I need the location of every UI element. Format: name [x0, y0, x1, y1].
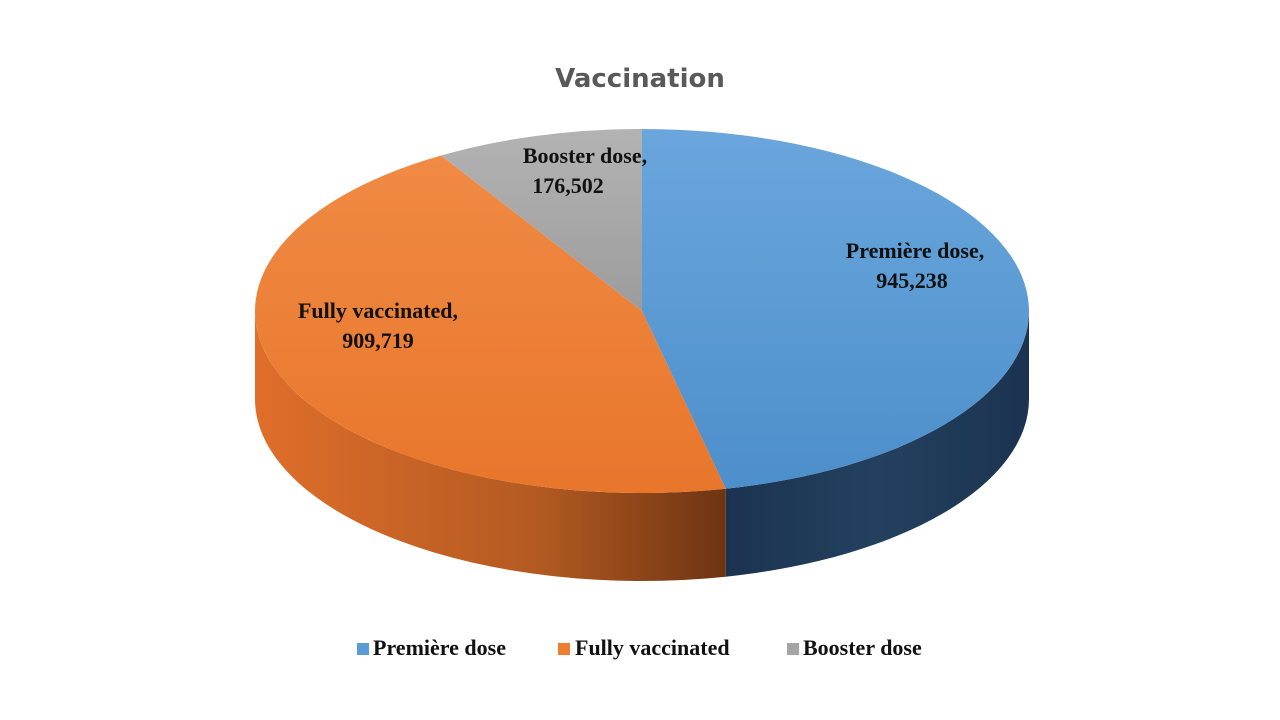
- svg-text:Fully vaccinated,: Fully vaccinated,: [298, 298, 458, 323]
- slice-label-value: 176,502: [532, 173, 604, 198]
- pie-slices: [254, 129, 1029, 493]
- slice-label-value: 945,238: [876, 268, 948, 293]
- svg-text:Booster dose,: Booster dose,: [523, 143, 647, 168]
- slice-label-fully-vaccinated: Fully vaccinated, 909,719: [298, 298, 458, 353]
- legend-swatch: [787, 643, 799, 655]
- legend-label: Première dose: [373, 635, 506, 660]
- legend-swatch: [357, 643, 369, 655]
- pie-side-premiere-dose: [725, 311, 1029, 577]
- slice-label-name: Booster dose: [523, 143, 642, 168]
- pie-side-fully-vaccinated: [255, 311, 726, 581]
- svg-text:Première dose,: Première dose,: [846, 238, 984, 263]
- legend: Première dose Fully vaccinated Booster d…: [357, 635, 922, 660]
- legend-item-fully-vaccinated: Fully vaccinated: [558, 635, 730, 660]
- slice-label-booster-dose: Booster dose, 176,502: [523, 143, 647, 198]
- pie-slice-fully-vaccinated: [254, 155, 726, 493]
- slice-label-value: 909,719: [342, 328, 414, 353]
- legend-label: Booster dose: [803, 635, 922, 660]
- slice-label-name: Fully vaccinated: [298, 298, 453, 323]
- slice-label-name: Première dose: [846, 238, 979, 263]
- chart-title: Vaccination: [555, 64, 725, 94]
- pie-slice-booster-dose: [441, 129, 642, 311]
- legend-swatch: [558, 643, 570, 655]
- slice-label-premiere-dose: Première dose, 945,238: [846, 238, 984, 293]
- pie-sides: [255, 311, 1029, 581]
- pie-slice-premiere-dose: [642, 129, 1029, 489]
- legend-label: Fully vaccinated: [575, 635, 730, 660]
- legend-item-premiere-dose: Première dose: [357, 635, 506, 660]
- legend-item-booster-dose: Booster dose: [787, 635, 922, 660]
